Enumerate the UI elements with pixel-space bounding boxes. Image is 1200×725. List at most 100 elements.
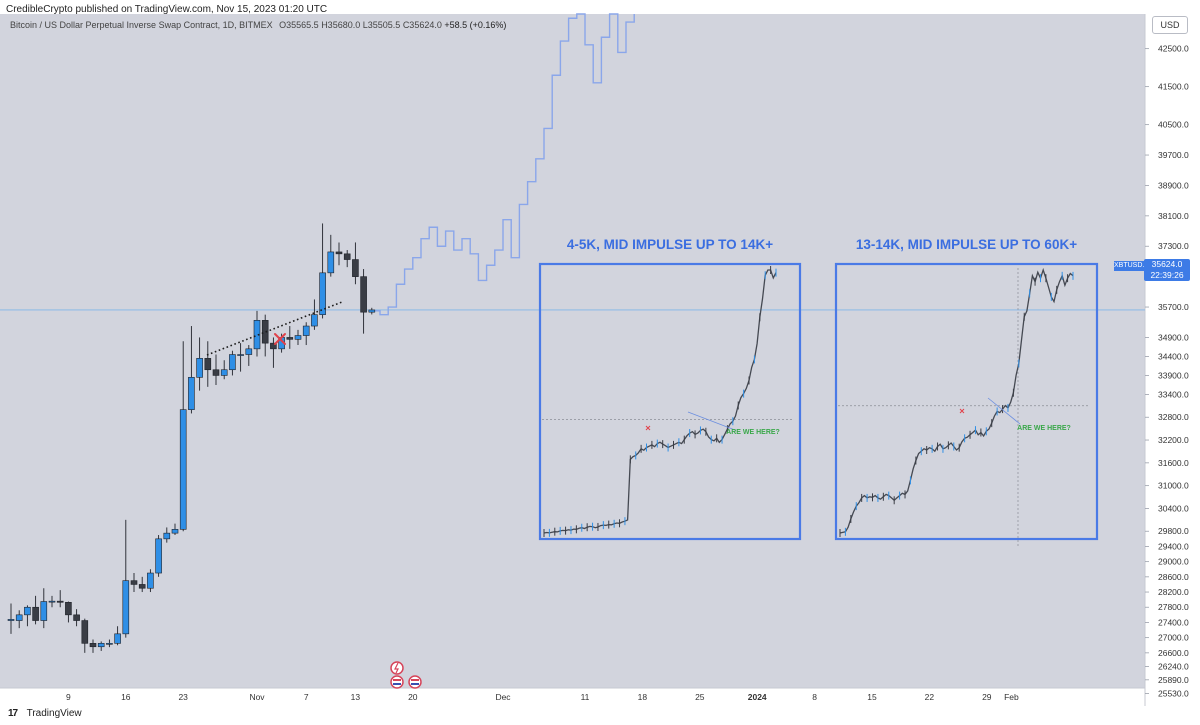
- event-icons[interactable]: [390, 661, 422, 689]
- us-flag-event-icon-2[interactable]: [408, 675, 422, 689]
- candle-body: [286, 337, 294, 340]
- candle: [237, 343, 244, 372]
- symbol-legend[interactable]: Bitcoin / US Dollar Perpetual Inverse Sw…: [10, 20, 506, 30]
- us-flag-event-icon[interactable]: [390, 675, 404, 689]
- candle-body: [204, 358, 212, 371]
- tradingview-footer[interactable]: 17 TradingView: [8, 708, 82, 719]
- time-axis[interactable]: 9 16 23 Nov 7 13 20 Dec 11 18 25 2024 8 15 22 29 Feb: [66, 692, 1019, 702]
- y-tick-label: 32800.0: [1158, 412, 1189, 422]
- candle: [147, 569, 154, 593]
- candle: [343, 250, 351, 268]
- candle: [188, 326, 195, 414]
- y-tick-label: 40500.0: [1158, 120, 1189, 130]
- y-tick-label: 28600.0: [1158, 572, 1189, 582]
- candle: [327, 234, 335, 277]
- candles: [7, 223, 376, 653]
- candle-body: [65, 601, 72, 616]
- candle: [253, 310, 261, 357]
- candle: [368, 307, 376, 315]
- candle-body: [212, 369, 220, 376]
- comparison-boxes: 4-5K, MID IMPULSE UP TO 14K+ ARE WE HERE?…: [538, 237, 1099, 547]
- x-tick-label: 23: [178, 692, 188, 702]
- price-axis[interactable]: 42500.0 41500.0 40500.0 39700.0 38900.0 38100…: [1145, 44, 1189, 699]
- candle-body: [229, 354, 236, 371]
- y-tick-label: 38100.0: [1158, 211, 1189, 221]
- candle: [163, 527, 171, 543]
- candle: [311, 299, 318, 330]
- candle: [319, 223, 326, 319]
- candle: [294, 329, 302, 346]
- y-tick-label: 34400.0: [1158, 351, 1189, 361]
- ohlc-open: O35565.5: [279, 20, 319, 30]
- projection-path: [371, 13, 635, 316]
- y-tick-label: 29000.0: [1158, 557, 1189, 567]
- y-tick-label: 26600.0: [1158, 648, 1189, 658]
- ticker-tag: XBTUSD.P: [1114, 261, 1150, 271]
- y-tick-label: 31000.0: [1158, 481, 1189, 491]
- y-tick-label: 41500.0: [1158, 82, 1189, 92]
- candle: [40, 588, 48, 629]
- x-tick-label: 2024: [748, 692, 767, 702]
- y-tick-label: 38900.0: [1158, 180, 1189, 190]
- candle-body: [261, 320, 269, 344]
- candle: [220, 360, 228, 380]
- y-tick-label: 32200.0: [1158, 435, 1189, 445]
- candle-body: [360, 276, 367, 313]
- candle: [155, 535, 162, 577]
- candle: [48, 595, 56, 608]
- projection-line: [371, 13, 635, 316]
- y-tick-label: 29800.0: [1158, 526, 1189, 536]
- comparison-box-frame: [834, 262, 1099, 541]
- candle-body: [294, 335, 302, 340]
- candle: [360, 269, 367, 334]
- y-tick-label: 26240.0: [1158, 662, 1189, 672]
- y-tick-label: 33400.0: [1158, 389, 1189, 399]
- candle: [171, 523, 179, 536]
- candle-body: [48, 600, 56, 603]
- y-tick-label: 27000.0: [1158, 633, 1189, 643]
- y-tick-label: 37300.0: [1158, 241, 1189, 251]
- lightning-event-icon[interactable]: [390, 661, 404, 675]
- candle-body: [130, 580, 138, 585]
- y-tick-label: 33900.0: [1158, 370, 1189, 380]
- candle-body: [97, 643, 105, 648]
- x-tick-label: 9: [66, 692, 71, 702]
- box1-note: ARE WE HERE?: [726, 429, 780, 436]
- ohlc-low: L35505.5: [362, 20, 401, 30]
- candle-body: [40, 601, 48, 621]
- y-tick-label: 39700.0: [1158, 150, 1189, 160]
- box2-note: ARE WE HERE?: [1017, 425, 1071, 432]
- candle: [7, 603, 15, 634]
- candle: [302, 322, 310, 346]
- y-tick-label: 29400.0: [1158, 541, 1189, 551]
- y-tick-label: 30400.0: [1158, 503, 1189, 513]
- x-tick-label: 15: [867, 692, 877, 702]
- comparison-box: 4-5K, MID IMPULSE UP TO 14K+ ARE WE HERE?: [538, 237, 802, 541]
- candle: [352, 242, 359, 285]
- candle-body: [155, 538, 162, 574]
- candle: [65, 601, 72, 623]
- candle-body: [245, 348, 253, 355]
- currency-button[interactable]: USD: [1152, 16, 1188, 34]
- box1-title: 4-5K, MID IMPULSE UP TO 14K+: [567, 237, 773, 252]
- x-tick-label: 20: [408, 692, 418, 702]
- candle: [15, 610, 23, 629]
- candle-body: [253, 320, 261, 350]
- x-tick-label: 7: [304, 692, 309, 702]
- candle-body: [319, 272, 326, 315]
- candle-body: [327, 251, 335, 274]
- published-header: CredibleCrypto published on TradingView.…: [6, 4, 328, 15]
- ohlc-change: +58.5 (+0.16%): [444, 20, 507, 30]
- candle: [24, 605, 31, 627]
- ohlc-close: C35624.0: [402, 20, 442, 30]
- candle: [286, 326, 294, 349]
- candle-body: [335, 251, 343, 255]
- symbol-name: Bitcoin / US Dollar Perpetual Inverse Sw…: [10, 20, 273, 30]
- candle-body: [106, 643, 113, 645]
- candle-body: [7, 619, 15, 621]
- candle-body: [32, 606, 39, 621]
- candle: [32, 595, 39, 625]
- y-tick-label: 31600.0: [1158, 458, 1189, 468]
- x-tick-label: 22: [925, 692, 935, 702]
